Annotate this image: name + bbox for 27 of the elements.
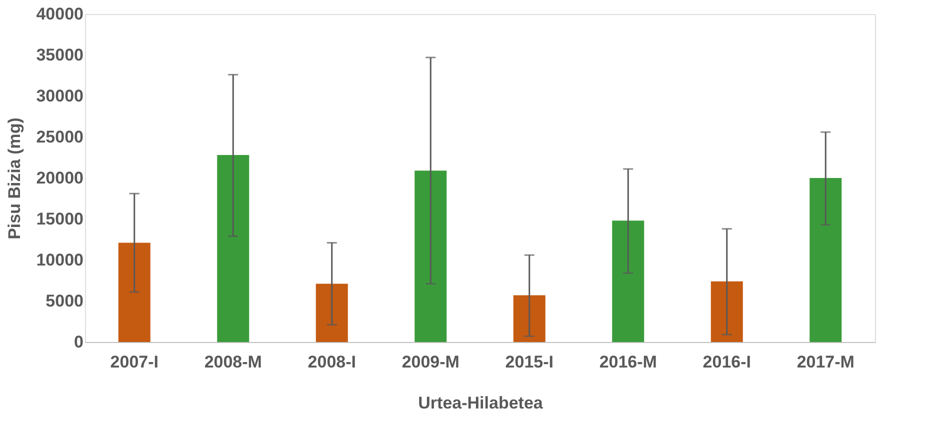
bar [316, 284, 348, 342]
x-tick-label: 2008-I [308, 352, 356, 372]
x-tick-label: 2017-M [796, 352, 854, 372]
y-tick-label: 35000 [36, 46, 84, 64]
y-tick-label: 5000 [46, 292, 84, 310]
bar [513, 295, 546, 342]
y-tick-label: 25000 [36, 128, 84, 146]
x-tick-label: 2009-M [402, 352, 460, 372]
x-tick-label: 2016-I [702, 352, 751, 372]
y-tick-label: 40000 [36, 4, 84, 24]
bar [810, 178, 842, 342]
x-axis-title: Urtea-Hilabetea [418, 394, 544, 412]
y-tick-label: 20000 [36, 168, 84, 188]
bar [414, 170, 447, 342]
x-tick-label: 2007-I [110, 352, 158, 372]
x-tick-label: 2016-M [599, 352, 657, 372]
y-tick-label: 0 [74, 332, 84, 352]
bar [118, 242, 150, 342]
y-tick-label: 10000 [36, 250, 84, 270]
x-tick-label: 2008-M [204, 352, 262, 372]
y-tick-label: 30000 [36, 86, 84, 106]
y-tick-label: 15000 [36, 210, 84, 228]
bar [217, 155, 250, 342]
bar [710, 281, 743, 342]
bar [612, 220, 644, 342]
y-axis-title: Pisu Bizia (mg) [5, 118, 24, 240]
x-tick-label: 2015-I [505, 352, 554, 372]
